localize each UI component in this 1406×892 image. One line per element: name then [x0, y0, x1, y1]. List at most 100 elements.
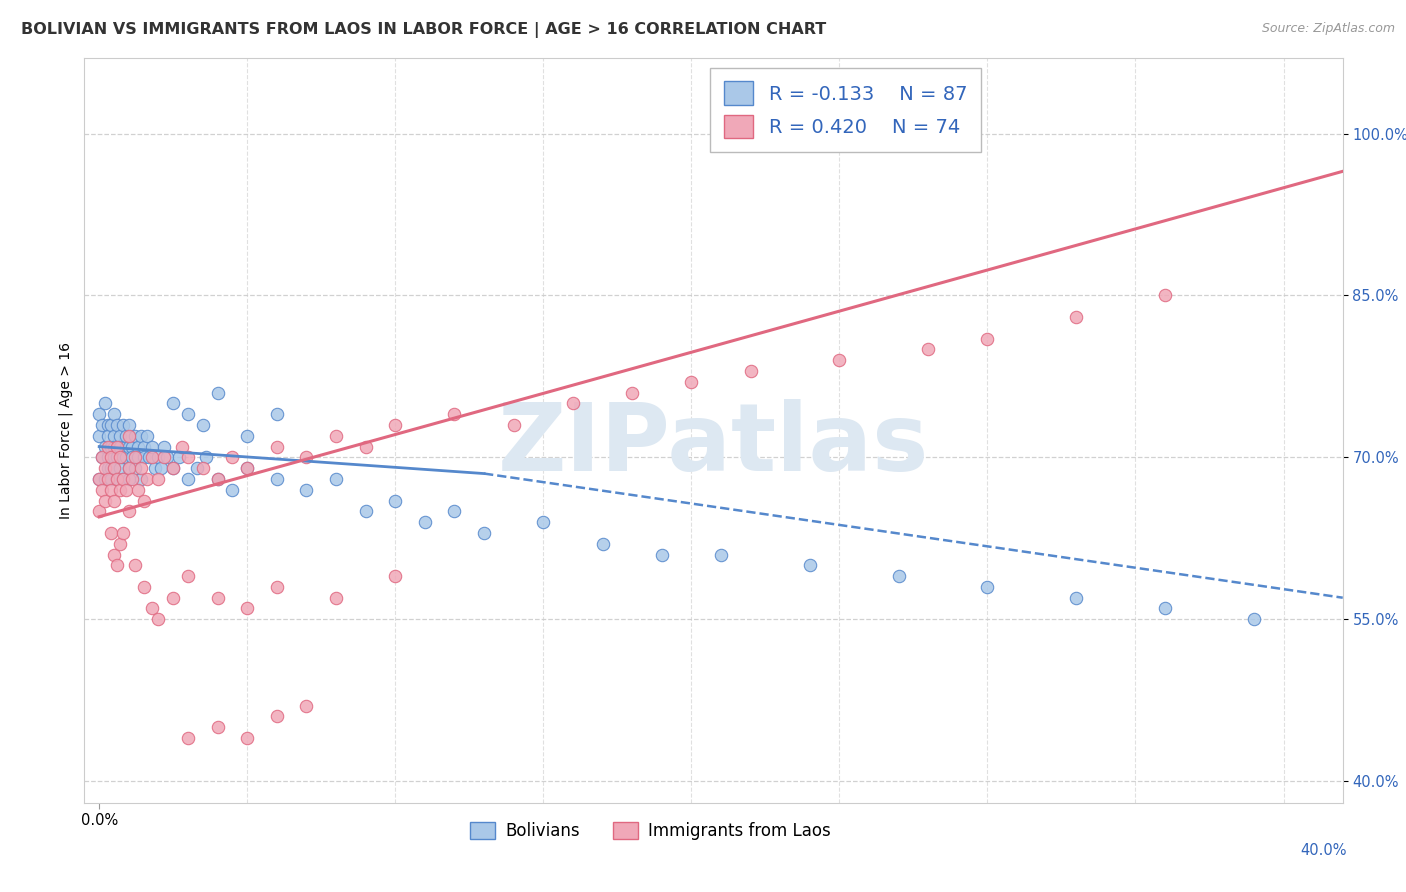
Point [100, 461, 122, 475]
Point [354, 440, 377, 454]
Legend: Bolivians, Immigrants from Laos: Bolivians, Immigrants from Laos [464, 815, 838, 847]
Point [114, 429, 136, 443]
Point [162, 396, 184, 410]
Text: ZIPatlas: ZIPatlas [498, 400, 929, 491]
Point [710, 548, 733, 562]
Point [531, 515, 554, 529]
Point [127, 483, 149, 497]
Point [384, 569, 406, 583]
Point [887, 569, 910, 583]
Point [103, 429, 125, 443]
Point [472, 525, 495, 540]
Point [177, 731, 200, 745]
Point [681, 375, 703, 389]
Point [236, 461, 259, 475]
Point [207, 472, 229, 486]
Point [236, 731, 259, 745]
Y-axis label: In Labor Force | Age > 16: In Labor Force | Age > 16 [59, 342, 73, 519]
Point [121, 440, 143, 454]
Point [153, 440, 176, 454]
Point [91, 450, 114, 465]
Point [177, 472, 200, 486]
Point [111, 525, 134, 540]
Point [132, 450, 155, 465]
Point [89, 472, 111, 486]
Point [111, 417, 134, 432]
Point [94, 440, 117, 454]
Text: Source: ZipAtlas.com: Source: ZipAtlas.com [1261, 22, 1395, 36]
Point [194, 450, 217, 465]
Point [103, 493, 125, 508]
Point [105, 450, 128, 465]
Point [150, 461, 173, 475]
Point [153, 450, 176, 465]
Point [118, 504, 141, 518]
Point [325, 591, 347, 605]
Point [108, 440, 131, 454]
Point [1243, 612, 1265, 626]
Point [100, 450, 122, 465]
Point [186, 461, 208, 475]
Point [236, 601, 259, 615]
Point [162, 461, 184, 475]
Point [97, 440, 120, 454]
Point [129, 472, 152, 486]
Point [221, 450, 243, 465]
Point [127, 440, 149, 454]
Point [103, 450, 125, 465]
Point [502, 417, 524, 432]
Point [295, 698, 318, 713]
Point [108, 429, 131, 443]
Point [103, 461, 125, 475]
Point [103, 440, 125, 454]
Point [105, 558, 128, 573]
Text: BOLIVIAN VS IMMIGRANTS FROM LAOS IN LABOR FORCE | AGE > 16 CORRELATION CHART: BOLIVIAN VS IMMIGRANTS FROM LAOS IN LABO… [21, 22, 827, 38]
Point [100, 472, 122, 486]
Text: 40.0%: 40.0% [1301, 843, 1347, 858]
Point [325, 472, 347, 486]
Point [141, 440, 163, 454]
Point [138, 450, 160, 465]
Point [105, 440, 128, 454]
Point [111, 472, 134, 486]
Point [236, 461, 259, 475]
Point [1154, 601, 1177, 615]
Point [108, 450, 131, 465]
Point [132, 440, 155, 454]
Point [97, 429, 120, 443]
Point [114, 450, 136, 465]
Point [266, 580, 288, 594]
Point [103, 407, 125, 421]
Point [103, 548, 125, 562]
Point [132, 580, 155, 594]
Point [118, 472, 141, 486]
Point [108, 483, 131, 497]
Point [156, 450, 179, 465]
Point [561, 396, 583, 410]
Point [114, 483, 136, 497]
Point [124, 450, 146, 465]
Point [91, 483, 114, 497]
Point [295, 450, 318, 465]
Point [740, 364, 762, 378]
Point [94, 461, 117, 475]
Point [135, 472, 157, 486]
Point [207, 591, 229, 605]
Point [124, 558, 146, 573]
Point [89, 429, 111, 443]
Point [105, 472, 128, 486]
Point [621, 385, 644, 400]
Point [162, 591, 184, 605]
Point [94, 396, 117, 410]
Point [976, 580, 998, 594]
Point [100, 417, 122, 432]
Point [91, 450, 114, 465]
Point [976, 332, 998, 346]
Point [105, 472, 128, 486]
Point [266, 440, 288, 454]
Point [266, 709, 288, 723]
Point [91, 417, 114, 432]
Point [89, 504, 111, 518]
Point [141, 601, 163, 615]
Point [108, 461, 131, 475]
